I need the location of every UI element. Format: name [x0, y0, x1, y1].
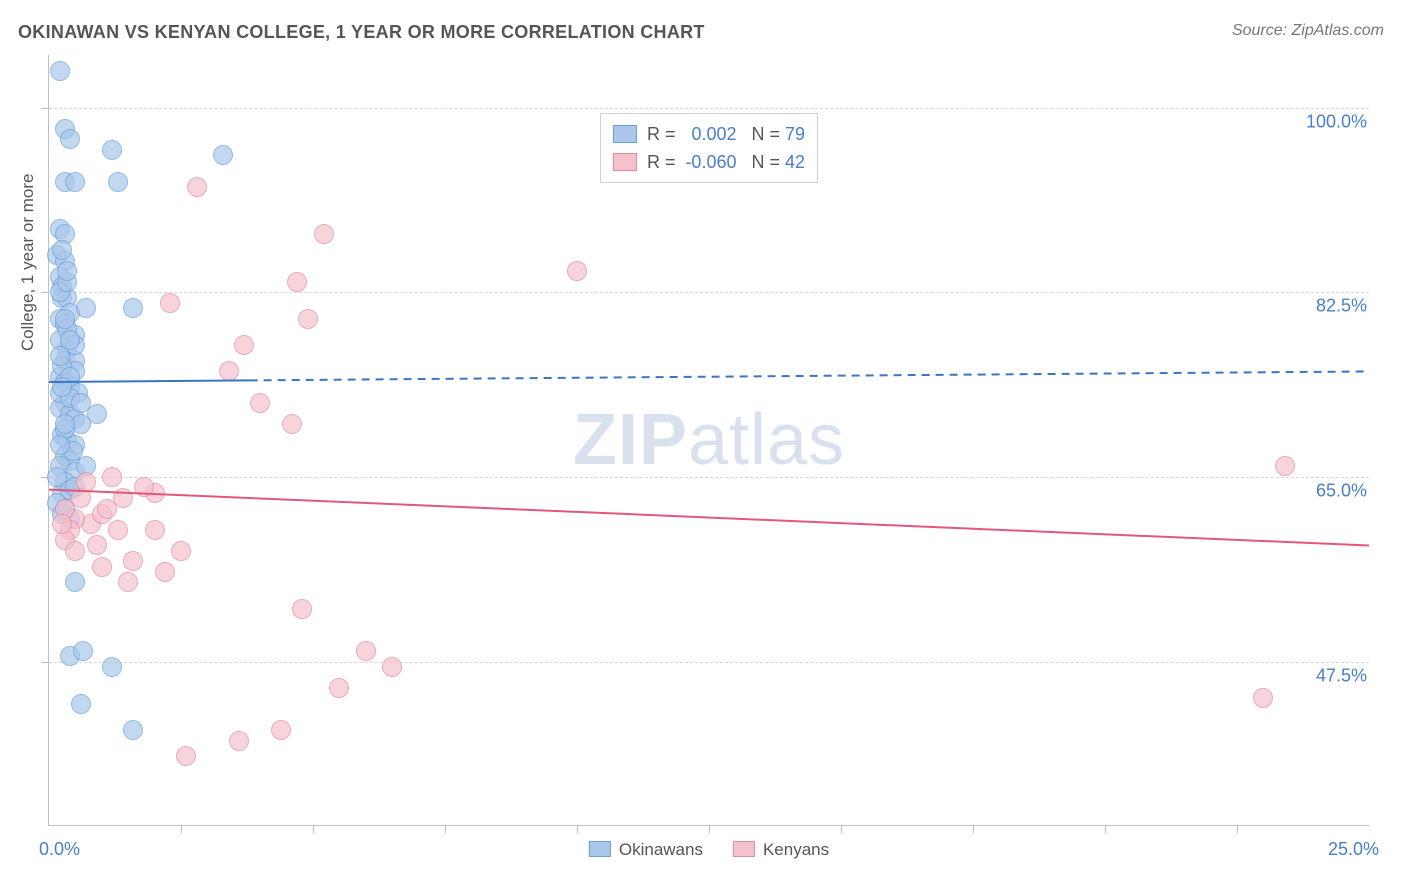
series-legend-item-kenyans: Kenyans	[733, 840, 829, 860]
series-label: Okinawans	[619, 840, 703, 859]
source-label: Source: ZipAtlas.com	[1232, 22, 1384, 40]
trend-line	[250, 371, 1369, 380]
legend-swatch-icon	[589, 841, 611, 857]
y-axis-title: College, 1 year or more	[18, 174, 38, 352]
x-tick	[445, 825, 446, 833]
legend-row-okinawans: R = 0.002 N = 79	[613, 120, 805, 148]
x-tick	[1105, 825, 1106, 833]
series-legend: Okinawans Kenyans	[589, 840, 829, 860]
x-tick	[841, 825, 842, 833]
y-tick	[41, 662, 49, 663]
x-tick	[181, 825, 182, 833]
x-tick	[577, 825, 578, 833]
trend-line	[49, 380, 250, 382]
legend-text: R = -0.060 N = 42	[647, 148, 805, 176]
x-axis-min-label: 0.0%	[39, 839, 80, 860]
plot-area: ZIPatlas R = 0.002 N = 79R = -0.060 N = …	[48, 55, 1369, 826]
x-tick	[973, 825, 974, 833]
series-label: Kenyans	[763, 840, 829, 859]
x-tick	[709, 825, 710, 833]
trend-line	[49, 490, 1369, 546]
chart-container: OKINAWAN VS KENYAN COLLEGE, 1 YEAR OR MO…	[0, 0, 1406, 892]
x-axis-max-label: 25.0%	[1328, 839, 1379, 860]
series-legend-item-okinawans: Okinawans	[589, 840, 703, 860]
legend-swatch-icon	[733, 841, 755, 857]
y-tick	[41, 292, 49, 293]
y-tick	[41, 108, 49, 109]
legend-row-kenyans: R = -0.060 N = 42	[613, 148, 805, 176]
x-tick	[1237, 825, 1238, 833]
chart-title: OKINAWAN VS KENYAN COLLEGE, 1 YEAR OR MO…	[18, 22, 705, 43]
legend-swatch-icon	[613, 153, 637, 171]
x-tick	[313, 825, 314, 833]
correlation-legend: R = 0.002 N = 79R = -0.060 N = 42	[600, 113, 818, 183]
legend-text: R = 0.002 N = 79	[647, 120, 805, 148]
legend-swatch-icon	[613, 125, 637, 143]
